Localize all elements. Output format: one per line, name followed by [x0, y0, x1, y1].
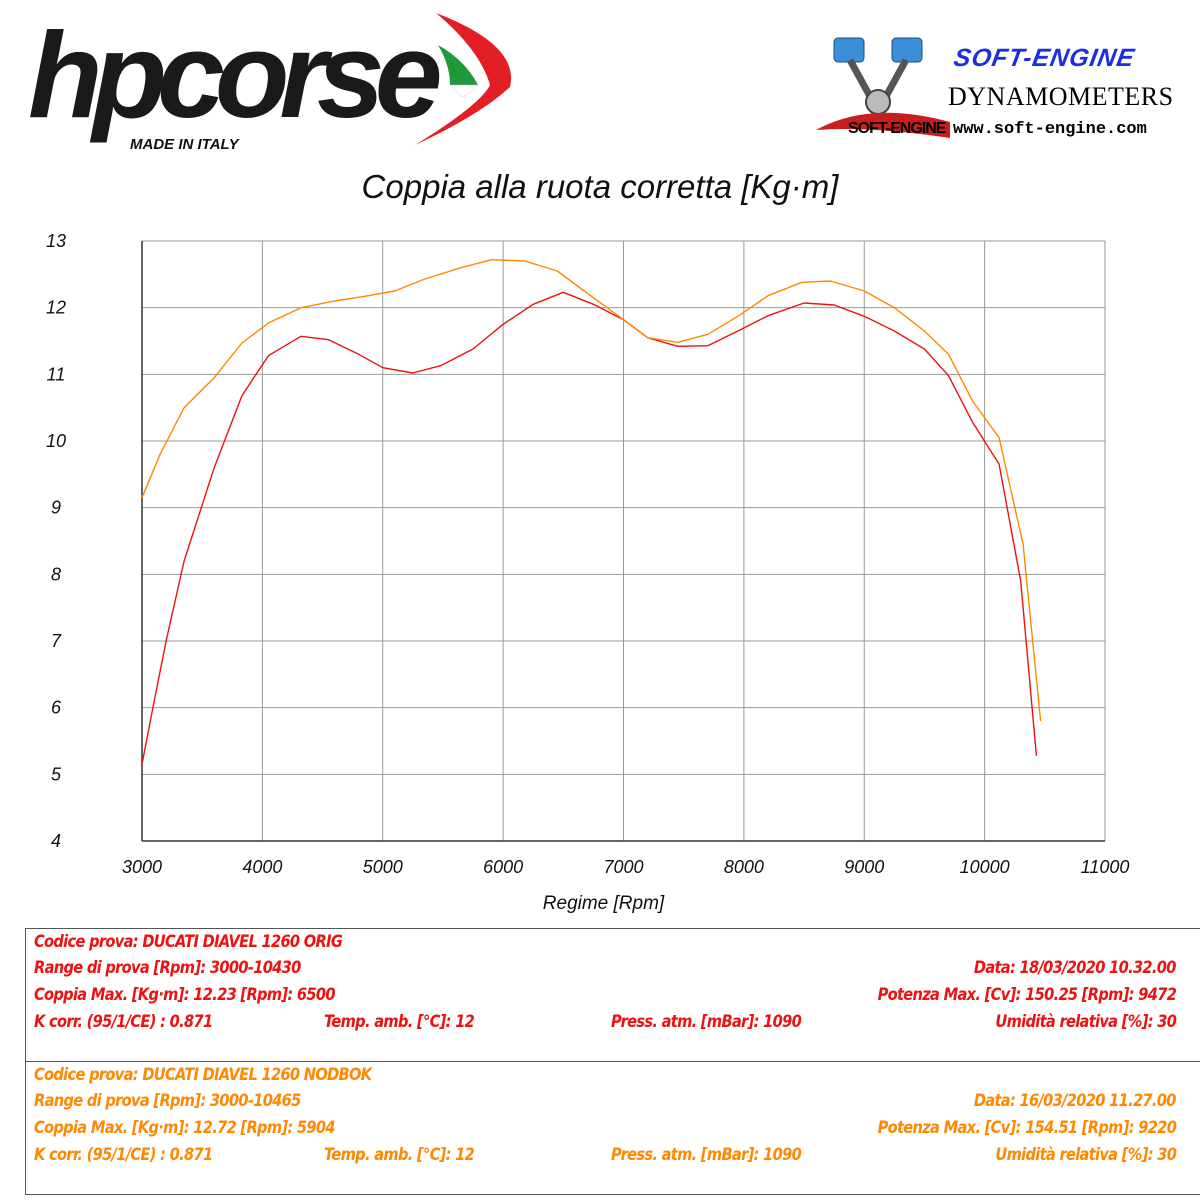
chart-title: Coppia alla ruota corretta [Kg·m]	[361, 168, 839, 205]
info-box-orig: Codice prova: DUCATI DIAVEL 1260 ORIG Ra…	[25, 928, 1200, 1062]
series-line-orig	[141, 291, 1038, 765]
x-tick-label: 3000	[122, 857, 162, 877]
x-tick-label: 6000	[483, 857, 523, 877]
orig-codice: Codice prova: DUCATI DIAVEL 1260 ORIG	[34, 932, 343, 952]
x-tick-label: 7000	[603, 857, 643, 877]
x-tick-label: 10000	[960, 857, 1010, 877]
soft-engine-brand: SOFT-ENGINE	[848, 120, 946, 137]
y-tick-label: 13	[46, 231, 66, 251]
x-tick-label: 9000	[844, 857, 884, 877]
y-tick-label: 7	[51, 631, 62, 651]
nodbok-codice: Codice prova: DUCATI DIAVEL 1260 NODBOK	[34, 1065, 372, 1085]
hpcorse-logo: hpcorse	[28, 7, 512, 145]
logo-green-swoosh	[438, 45, 478, 85]
soft-engine-title: SOFT-ENGINE	[951, 44, 1138, 72]
y-tick-label: 9	[51, 498, 61, 518]
nodbok-data: Data: 16/03/2020 11.27.00	[974, 1091, 1177, 1111]
x-tick-label: 8000	[724, 857, 764, 877]
orig-press: Press. atm. [mBar]: 1090	[611, 1012, 802, 1032]
nodbok-range: Range di prova [Rpm]: 3000-10465	[34, 1091, 301, 1111]
nodbok-kcorr: K corr. (95/1/CE) : 0.871	[34, 1145, 213, 1165]
x-tick-label: 11000	[1081, 857, 1130, 877]
nodbok-temp: Temp. amb. [°C]: 12	[324, 1145, 475, 1165]
x-tick-label: 4000	[242, 857, 282, 877]
y-tick-label: 6	[51, 698, 62, 718]
orig-temp: Temp. amb. [°C]: 12	[324, 1012, 475, 1032]
hpcorse-logo-text: hpcorse	[28, 7, 440, 143]
orig-kcorr: K corr. (95/1/CE) : 0.871	[34, 1012, 213, 1032]
y-tick-label: 12	[46, 298, 66, 318]
orig-coppia: Coppia Max. [Kg·m]: 12.23 [Rpm]: 6500	[34, 985, 336, 1005]
y-tick-label: 10	[46, 431, 66, 451]
soft-engine-logo	[816, 37, 950, 138]
pistons-icon	[833, 37, 923, 115]
series-line-nodbok	[141, 259, 1042, 722]
x-axis-label: Regime [Rpm]	[543, 893, 665, 914]
logo-white-swoosh	[449, 84, 479, 98]
nodbok-coppia: Coppia Max. [Kg·m]: 12.72 [Rpm]: 5904	[34, 1118, 336, 1138]
nodbok-press: Press. atm. [mBar]: 1090	[611, 1145, 802, 1165]
x-tick-label: 5000	[363, 857, 403, 877]
website-link[interactable]: www.soft-engine.com	[953, 120, 1147, 139]
y-tick-label: 11	[47, 364, 66, 384]
dynamometers-label: DYNAMOMETERS	[948, 82, 1174, 111]
made-in-italy-label: MADE IN ITALY	[130, 136, 239, 153]
nodbok-potenza: Potenza Max. [Cv]: 154.51 [Rpm]: 9220	[877, 1118, 1176, 1138]
orig-umidita: Umidità relativa [%]: 30	[995, 1012, 1177, 1032]
logo-red-swoosh	[415, 13, 512, 145]
orig-data: Data: 18/03/2020 10.32.00	[974, 958, 1177, 978]
y-tick-label: 5	[51, 764, 62, 784]
orig-range: Range di prova [Rpm]: 3000-10430	[34, 958, 301, 978]
info-box-nodbok: Codice prova: DUCATI DIAVEL 1260 NODBOK …	[25, 1061, 1200, 1195]
orig-potenza: Potenza Max. [Cv]: 150.25 [Rpm]: 9472	[877, 985, 1176, 1005]
y-tick-label: 8	[51, 564, 61, 584]
torque-chart: 3000 4000 5000 6000 7000 8000 9000 10000 11000 4 5…	[46, 231, 1130, 914]
nodbok-umidita: Umidità relativa [%]: 30	[995, 1145, 1177, 1165]
se-swoosh	[816, 112, 950, 138]
y-tick-label: 4	[51, 831, 61, 851]
